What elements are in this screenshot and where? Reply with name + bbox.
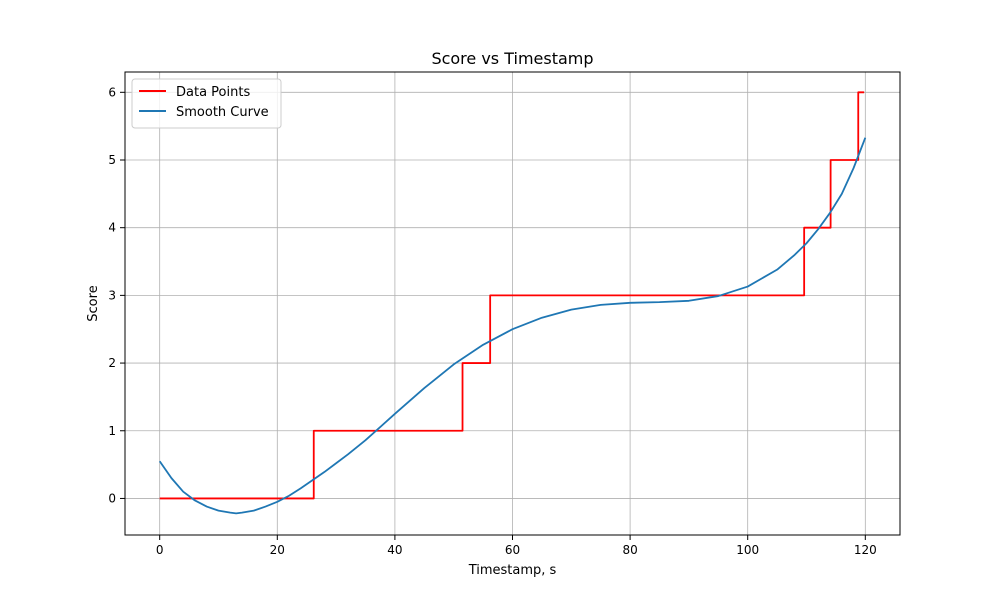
x-tick-label: 100	[736, 543, 759, 557]
x-axis-label: Timestamp, s	[468, 563, 557, 578]
x-tick-label: 0	[156, 543, 164, 557]
y-tick-label: 0	[108, 491, 116, 505]
y-tick-label: 5	[108, 153, 116, 167]
y-tick-label: 2	[108, 356, 116, 370]
chart-title: Score vs Timestamp	[431, 49, 593, 68]
axis-ticks: 0 20 40 60 80 100 120 0 1 2 3 4 5 6	[108, 85, 876, 557]
legend: Data Points Smooth Curve	[131, 78, 282, 129]
legend-label-smooth-curve: Smooth Curve	[176, 105, 269, 120]
y-tick-label: 4	[108, 221, 116, 235]
y-tick-label: 6	[108, 85, 116, 99]
legend-box	[131, 78, 282, 129]
x-tick-label: 120	[854, 543, 877, 557]
smooth-curve-series-line	[158, 137, 867, 515]
data-points-series-line	[159, 91, 865, 500]
legend-label-data-points: Data Points	[176, 85, 250, 100]
x-tick-label: 60	[505, 543, 520, 557]
x-tick-label: 40	[387, 543, 402, 557]
y-tick-label: 1	[108, 424, 116, 438]
x-tick-label: 80	[622, 543, 637, 557]
y-tick-label: 3	[108, 288, 116, 302]
x-tick-label: 20	[270, 543, 285, 557]
series-layer	[158, 91, 867, 515]
y-axis-label: Score	[86, 285, 101, 321]
